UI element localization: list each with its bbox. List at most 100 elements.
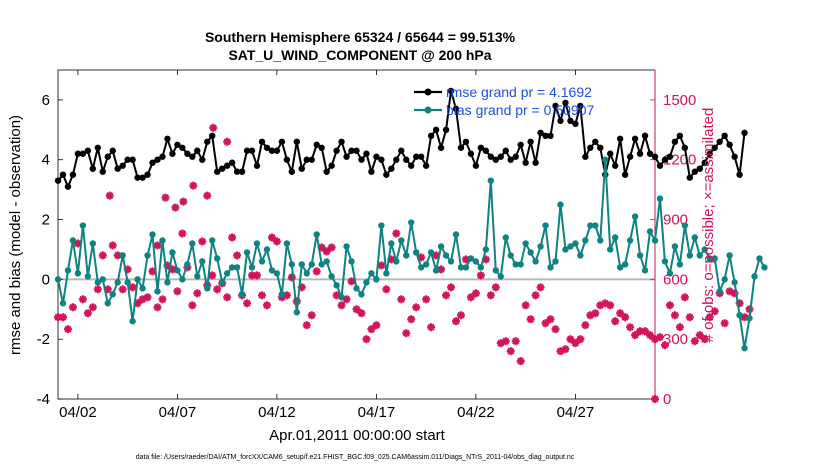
bias-point bbox=[502, 234, 509, 241]
bias-point bbox=[278, 291, 286, 298]
bias-point bbox=[422, 261, 430, 268]
rmse-point bbox=[721, 132, 728, 139]
rmse-point bbox=[358, 156, 365, 163]
rmse-point bbox=[487, 153, 495, 160]
bias-point bbox=[666, 270, 674, 277]
obs-point bbox=[447, 283, 456, 292]
bias-point bbox=[552, 258, 559, 265]
obs-point-extra bbox=[161, 193, 170, 202]
bias-point bbox=[54, 276, 62, 283]
legend-label: rmse grand pr = 4.1692 bbox=[446, 84, 592, 100]
rmse-point bbox=[99, 168, 106, 175]
obs-point bbox=[476, 271, 485, 280]
rmse-point bbox=[293, 138, 300, 145]
bias-point bbox=[597, 237, 604, 244]
obs-point bbox=[173, 287, 182, 296]
rmse-point bbox=[592, 138, 599, 145]
obs-point bbox=[581, 321, 590, 330]
rmse-point bbox=[273, 147, 281, 154]
obs-point bbox=[397, 295, 406, 304]
bias-point bbox=[557, 201, 564, 208]
bias-point bbox=[736, 312, 743, 319]
rmse-point bbox=[343, 153, 350, 160]
rmse-point bbox=[527, 138, 534, 145]
obs-point-extra bbox=[179, 197, 188, 206]
y2-tick-label: 0 bbox=[663, 391, 671, 408]
obs-point bbox=[78, 295, 87, 304]
bias-point bbox=[477, 264, 485, 271]
rmse-point bbox=[223, 162, 231, 169]
bias-point bbox=[641, 267, 649, 274]
bias-point bbox=[686, 252, 694, 259]
obs-point bbox=[670, 311, 679, 320]
obs-point-extra bbox=[203, 191, 212, 200]
bias-point bbox=[582, 237, 589, 244]
rmse-point bbox=[716, 138, 723, 145]
bias-point bbox=[462, 264, 470, 271]
obs-point bbox=[621, 313, 630, 322]
bias-point bbox=[209, 237, 216, 244]
bias-point bbox=[621, 261, 629, 268]
obs-point bbox=[412, 303, 421, 312]
rmse-point bbox=[348, 147, 355, 154]
obs-point bbox=[511, 337, 520, 346]
bias-point bbox=[472, 258, 480, 265]
obs-point bbox=[392, 229, 401, 238]
rmse-point bbox=[741, 129, 748, 137]
bias-point bbox=[69, 237, 77, 244]
bias-point bbox=[537, 243, 544, 250]
bias-point bbox=[144, 252, 151, 259]
bias-point bbox=[393, 258, 400, 265]
obs-point bbox=[551, 325, 560, 334]
bias-point bbox=[204, 285, 211, 292]
y2-tick-label: 300 bbox=[663, 331, 688, 348]
obs-point bbox=[287, 273, 296, 282]
bias-point bbox=[343, 243, 350, 250]
bias-point bbox=[403, 252, 410, 259]
bias-point bbox=[427, 249, 435, 256]
bias-point bbox=[577, 252, 584, 259]
bias-point bbox=[59, 300, 67, 307]
obs-point bbox=[660, 341, 669, 350]
obs-point bbox=[93, 285, 102, 294]
rmse-point bbox=[204, 138, 211, 145]
bias-point bbox=[602, 156, 609, 163]
bias-point bbox=[661, 258, 669, 265]
bias-point bbox=[199, 258, 206, 265]
bias-point bbox=[323, 258, 330, 265]
bias-point bbox=[671, 243, 679, 250]
bias-point bbox=[761, 264, 768, 271]
rmse-point bbox=[79, 150, 87, 157]
bias-point bbox=[646, 228, 654, 235]
rmse-point bbox=[134, 174, 141, 181]
bias-point bbox=[432, 267, 440, 274]
rmse-point bbox=[612, 162, 619, 169]
obs-point bbox=[253, 271, 261, 280]
obs-point bbox=[407, 315, 416, 324]
rmse-point bbox=[209, 132, 216, 139]
rmse-point bbox=[616, 135, 624, 142]
y-tick-label: 6 bbox=[42, 92, 50, 109]
obs-point bbox=[272, 237, 281, 246]
bias-point bbox=[154, 288, 161, 295]
bias-point bbox=[572, 240, 579, 247]
rmse-point bbox=[651, 153, 659, 160]
bias-point bbox=[691, 234, 698, 241]
rmse-point bbox=[248, 147, 256, 154]
rmse-point bbox=[686, 174, 694, 181]
rmse-point bbox=[582, 153, 589, 160]
bias-point bbox=[228, 264, 236, 271]
bias-point bbox=[413, 249, 420, 256]
rmse-point bbox=[706, 150, 713, 157]
rmse-point bbox=[472, 162, 480, 169]
rmse-point bbox=[238, 168, 246, 175]
bias-point bbox=[89, 240, 97, 247]
rmse-point bbox=[587, 144, 594, 151]
obs-point-extra bbox=[189, 181, 198, 190]
bias-point bbox=[562, 246, 569, 253]
obs-point bbox=[591, 309, 600, 318]
rmse-point bbox=[567, 117, 574, 125]
bias-point bbox=[612, 234, 619, 241]
obs-point bbox=[213, 285, 222, 294]
chart-title: Southern Hemisphere 65324 / 65644 = 99.5… bbox=[205, 29, 516, 45]
